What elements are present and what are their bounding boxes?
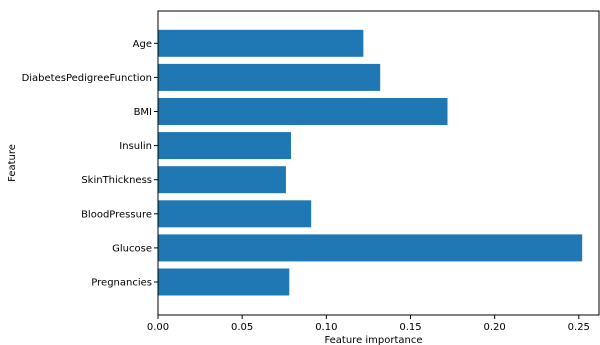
x-tick-label: 0.05 [231,322,253,333]
y-tick-label: DiabetesPedigreeFunction [22,73,152,84]
bar-skinthickness [158,166,286,194]
bar-bloodpressure [158,200,312,228]
bar-age [158,29,364,57]
x-tick-label: 0.20 [484,322,506,333]
y-tick-label: SkinThickness [81,175,152,186]
y-tick-label: Glucose [112,243,152,254]
bar-pregnancies [158,268,290,296]
x-tick-label: 0.15 [399,322,421,333]
y-tick-label: BMI [134,107,152,118]
bar-bmi [158,98,448,125]
y-tick-label: Pregnancies [91,278,152,289]
y-axis-label: Feature [7,144,18,182]
bars-group [158,29,583,296]
x-ticks-group: 0.00 0.05 0.10 0.15 0.20 0.25 [147,315,590,333]
y-tick-label: BloodPressure [81,209,152,220]
x-axis-label: Feature importance [324,335,422,345]
plot-frame [157,10,600,316]
y-ticks-group: Pregnancies Glucose BloodPressure SkinThick… [22,39,158,289]
x-tick-label: 0.00 [147,322,169,333]
bar-diabetespedigreefunction [158,63,381,91]
y-tick-label: Insulin [119,141,152,152]
bar-insulin [158,132,291,160]
x-tick-label: 0.25 [568,322,590,333]
y-tick-label: Age [133,39,152,50]
x-tick-label: 0.10 [315,322,337,333]
bar-glucose [158,234,583,262]
